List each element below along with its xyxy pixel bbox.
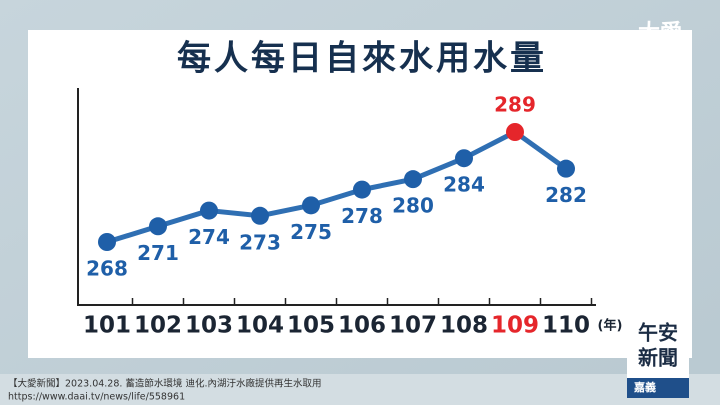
x-tick-label: 102	[134, 313, 182, 339]
x-tick-label: 104	[236, 313, 284, 339]
x-tick-label: 109	[491, 313, 539, 339]
x-tick-label: 110	[542, 313, 590, 339]
program-name: 新聞	[638, 346, 678, 370]
data-point	[302, 196, 320, 215]
series-line	[106, 129, 568, 245]
program-name: 午安	[638, 321, 678, 345]
value-label: 289	[494, 93, 536, 117]
data-point	[149, 217, 167, 236]
footer-bar	[0, 374, 720, 405]
value-label: 278	[341, 204, 383, 228]
x-tick-label: 103	[185, 313, 233, 339]
value-label: 280	[392, 194, 434, 218]
value-label: 282	[545, 183, 587, 207]
value-label: 275	[290, 220, 332, 244]
data-point	[200, 201, 218, 220]
chart-title: 每人每日自來水用水量	[177, 39, 547, 79]
data-point	[557, 159, 575, 178]
source-url: https://www.daai.tv/news/life/558961	[8, 392, 185, 403]
channel-logo: 大愛	[638, 20, 682, 46]
x-tick-label: 105	[287, 313, 335, 339]
x-axis-unit: (年)	[598, 318, 623, 334]
value-label: 284	[443, 173, 485, 197]
data-point	[251, 206, 269, 225]
data-point	[353, 180, 371, 199]
value-label: 273	[239, 230, 281, 254]
source-text: 【大愛新聞】2023.04.28. 蓄造節水環境 迪化.內湖汙水廠提供再生水取用	[8, 378, 321, 390]
data-point	[404, 170, 422, 189]
value-label: 268	[86, 257, 128, 281]
data-point	[98, 233, 116, 251]
value-label: 274	[188, 225, 230, 249]
data-point	[506, 123, 524, 141]
x-tick-label: 106	[338, 313, 386, 339]
value-label: 271	[137, 241, 179, 265]
location-strip	[627, 378, 689, 398]
data-point	[455, 149, 473, 168]
x-tick-label: 101	[83, 313, 131, 339]
x-tick-label: 107	[389, 313, 437, 339]
location: 嘉義	[633, 380, 656, 394]
x-tick-label: 108	[440, 313, 488, 339]
